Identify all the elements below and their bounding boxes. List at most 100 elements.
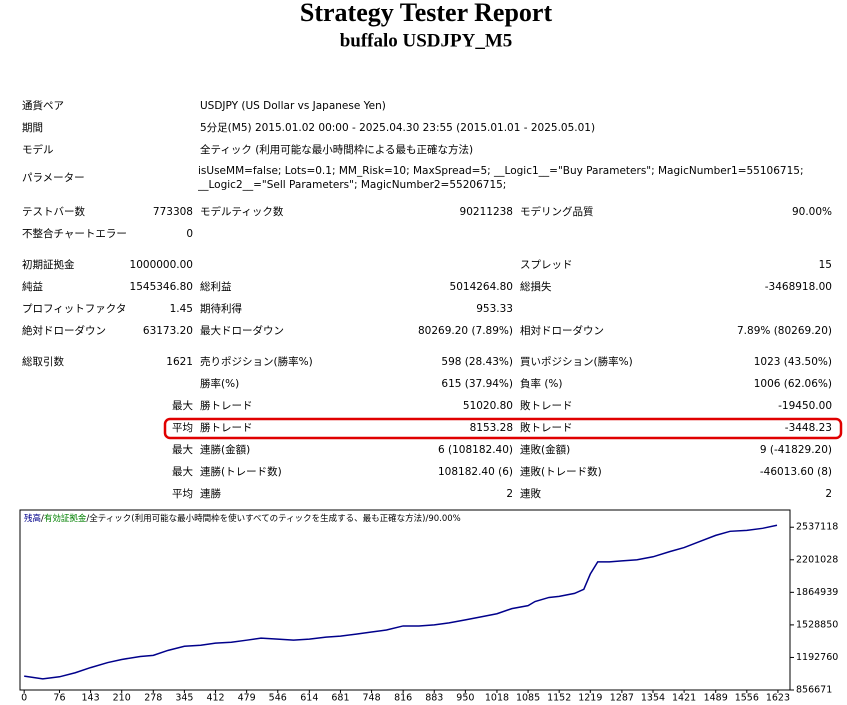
stat-value: 最大 bbox=[172, 465, 193, 478]
x-tick-label: 1287 bbox=[610, 693, 634, 704]
x-tick-label: 748 bbox=[362, 693, 380, 704]
stat-value: 108182.40 (6) bbox=[438, 466, 513, 478]
info-value: 全ティック (利用可能な最小時間枠による最も正確な方法) bbox=[200, 143, 473, 156]
legend: 残高/有効証拠金/全ティック(利用可能な最小時間枠を使いすべてのティックを生成す… bbox=[24, 513, 461, 524]
stat-value: 7.89% (80269.20) bbox=[737, 325, 832, 337]
balance-line bbox=[24, 524, 778, 680]
stat-value: 9 (-41829.20) bbox=[760, 444, 832, 456]
stat-label: 敗トレード bbox=[520, 421, 573, 434]
x-tick-label: 210 bbox=[113, 693, 131, 704]
stat-label: 勝トレード bbox=[200, 399, 253, 412]
x-tick-label: 546 bbox=[269, 693, 287, 704]
stat-label: 敗トレード bbox=[520, 399, 573, 412]
stat-label: 初期証拠金 bbox=[22, 258, 75, 271]
stat-label: 売りポジション(勝率%) bbox=[200, 355, 313, 368]
y-tick-label: 1192760 bbox=[796, 652, 838, 663]
stat-value: 63173.20 bbox=[143, 325, 193, 337]
stat-label: 総取引数 bbox=[22, 355, 64, 368]
info-value: isUseMM=false; Lots=0.1; MM_Risk=10; Max… bbox=[198, 165, 804, 191]
stat-value: 615 (37.94%) bbox=[441, 378, 513, 390]
report-title: Strategy Tester Report bbox=[300, 0, 553, 27]
stat-label: 総損失 bbox=[520, 280, 552, 293]
x-tick-label: 278 bbox=[144, 693, 162, 704]
info-value: 5分足(M5) 2015.01.02 00:00 - 2025.04.30 23… bbox=[200, 122, 595, 134]
stat-label: スプレッド bbox=[520, 259, 573, 271]
stat-value: 平均 bbox=[172, 488, 193, 500]
stat-value: 6 (108182.40) bbox=[438, 444, 513, 456]
stat-value: 最大 bbox=[172, 443, 193, 456]
x-tick-label: 143 bbox=[82, 693, 100, 704]
info-label: モデル bbox=[22, 143, 54, 156]
stat-value: 51020.80 bbox=[463, 400, 513, 412]
x-tick-label: 1085 bbox=[516, 693, 540, 704]
stat-value: -3468918.00 bbox=[765, 281, 832, 293]
stat-value: 平均 bbox=[172, 422, 193, 434]
stat-value: 15 bbox=[819, 259, 832, 271]
x-tick-label: 1421 bbox=[672, 693, 696, 704]
stat-label: 連勝(トレード数) bbox=[200, 465, 282, 478]
stat-label: 勝率(%) bbox=[200, 377, 239, 390]
x-tick-label: 1623 bbox=[766, 693, 790, 704]
stat-value: -46013.60 (8) bbox=[760, 466, 832, 478]
stat-value: -3448.23 bbox=[785, 422, 832, 434]
stat-label: プロフィットファクタ bbox=[22, 303, 126, 315]
x-tick-label: 0 bbox=[21, 693, 27, 704]
x-tick-label: 412 bbox=[206, 693, 224, 704]
stat-value: 80269.20 (7.89%) bbox=[418, 325, 513, 337]
stat-label: 連勝 bbox=[200, 487, 221, 500]
x-tick-label: 1489 bbox=[704, 693, 728, 704]
y-tick-label: 2537118 bbox=[796, 522, 838, 533]
info-value: USDJPY (US Dollar vs Japanese Yen) bbox=[200, 100, 386, 112]
stat-value: 5014264.80 bbox=[450, 281, 513, 293]
y-tick-label: 1864939 bbox=[796, 587, 838, 598]
stat-value: 1545346.80 bbox=[130, 281, 193, 293]
stat-label: 勝トレード bbox=[200, 421, 253, 434]
info-label: 期間 bbox=[22, 122, 43, 134]
stat-value: 1023 (43.50%) bbox=[754, 356, 832, 368]
stat-value: 1621 bbox=[166, 356, 193, 368]
x-tick-label: 1018 bbox=[485, 693, 509, 704]
stat-value: 2 bbox=[825, 488, 832, 500]
stat-label: 連敗(金額) bbox=[520, 443, 570, 456]
stat-value: 0 bbox=[186, 228, 193, 240]
stat-value: 773308 bbox=[153, 206, 193, 218]
stat-label: 負率 (%) bbox=[520, 377, 563, 390]
legend-separator: / bbox=[425, 514, 428, 524]
x-tick-label: 883 bbox=[425, 693, 443, 704]
x-tick-label: 479 bbox=[238, 693, 256, 704]
x-tick-label: 1152 bbox=[547, 693, 571, 704]
plot-area bbox=[19, 509, 791, 691]
stat-label: 総利益 bbox=[200, 280, 232, 293]
legend-entry: 有効証拠金 bbox=[44, 513, 87, 524]
y-tick-label: 2201028 bbox=[796, 554, 838, 565]
highlight-box bbox=[163, 417, 843, 440]
stat-label: 期待利得 bbox=[200, 302, 242, 315]
legend-separator: / bbox=[41, 514, 44, 524]
stat-label: 不整合チャートエラー bbox=[22, 227, 127, 240]
stat-value: 1.45 bbox=[170, 303, 193, 315]
x-tick-label: 816 bbox=[394, 693, 412, 704]
stat-value: 953.33 bbox=[476, 303, 513, 315]
stat-label: 純益 bbox=[22, 280, 43, 293]
stat-value: 90.00% bbox=[792, 206, 832, 218]
report-subtitle: buffalo USDJPY_M5 bbox=[340, 30, 513, 51]
stat-value: 2 bbox=[506, 488, 513, 500]
stat-value: 1000000.00 bbox=[130, 259, 193, 271]
legend-separator: / bbox=[86, 514, 89, 524]
x-tick-label: 345 bbox=[175, 693, 193, 704]
stat-value: 1006 (62.06%) bbox=[754, 378, 832, 390]
info-value-box: isUseMM=false; Lots=0.1; MM_Risk=10; Max… bbox=[198, 165, 804, 191]
y-tick-label: 856671 bbox=[796, 685, 832, 696]
x-tick-label: 1219 bbox=[578, 693, 602, 704]
x-tick-label: 76 bbox=[53, 693, 65, 704]
y-tick-label: 1528850 bbox=[796, 619, 838, 630]
x-tick-label: 614 bbox=[300, 693, 318, 704]
stat-value: 90211238 bbox=[460, 206, 513, 218]
stat-label: 相対ドローダウン bbox=[520, 324, 604, 337]
stat-label: 絶対ドローダウン bbox=[22, 324, 106, 337]
x-tick-label: 950 bbox=[456, 693, 474, 704]
stat-label: 買いポジション(勝率%) bbox=[520, 355, 633, 368]
legend-entry: 90.00% bbox=[428, 514, 460, 524]
info-label: パラメーター bbox=[22, 172, 85, 184]
stat-label: 最大ドローダウン bbox=[200, 324, 284, 337]
